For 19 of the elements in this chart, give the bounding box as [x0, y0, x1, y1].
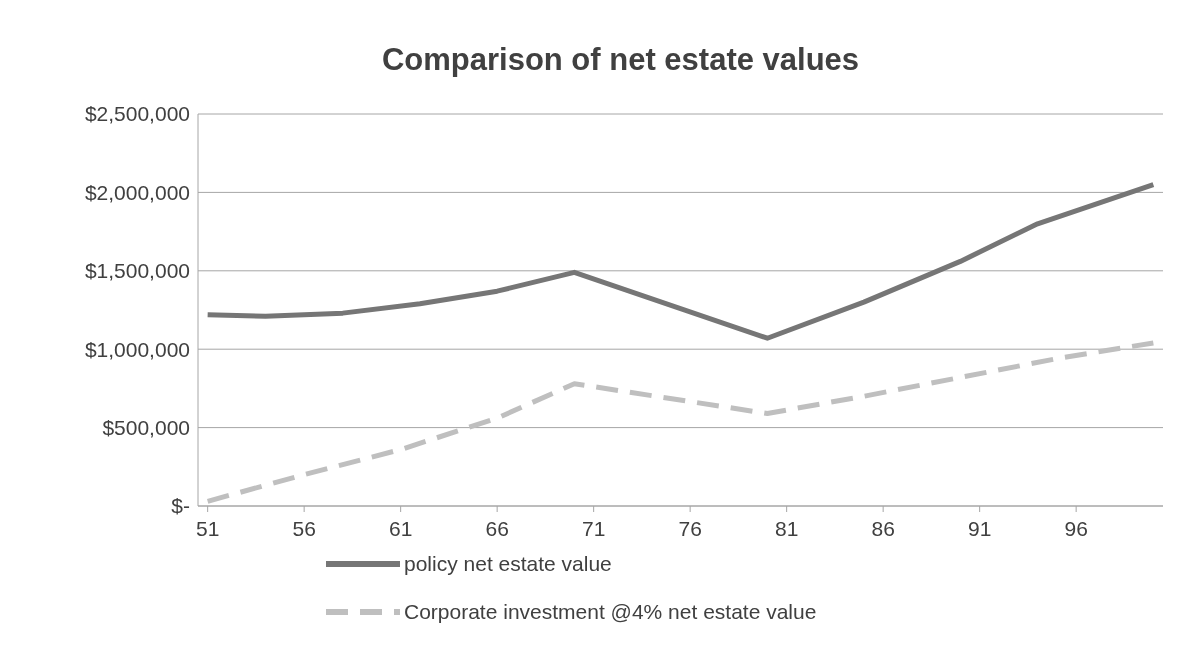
legend-label: policy net estate value: [404, 552, 612, 576]
x-tick-label: 51: [195, 517, 220, 540]
x-tick-label: 71: [581, 517, 606, 540]
y-tick-label: $500,000: [102, 415, 190, 439]
y-tick-label: $-: [171, 494, 190, 518]
chart-title: Comparison of net estate values: [381, 42, 860, 77]
x-tick-label: 76: [678, 517, 702, 540]
x-tick-label: 66: [485, 517, 509, 540]
y-tick-label: $1,500,000: [84, 259, 190, 283]
x-tick-label: 86: [871, 517, 895, 540]
y-tick-label: $2,500,000: [84, 102, 190, 126]
y-tick-label: $2,000,000: [84, 180, 190, 204]
x-tick-label: 96: [1064, 517, 1088, 540]
legend-label: Corporate investment @4% net estate value: [404, 600, 817, 624]
x-tick-label: 81: [774, 517, 799, 540]
x-tick-label: 56: [292, 517, 316, 540]
x-tick-label: 91: [967, 517, 992, 540]
x-tick-label: 61: [388, 517, 413, 540]
y-tick-label: $1,000,000: [84, 337, 190, 361]
